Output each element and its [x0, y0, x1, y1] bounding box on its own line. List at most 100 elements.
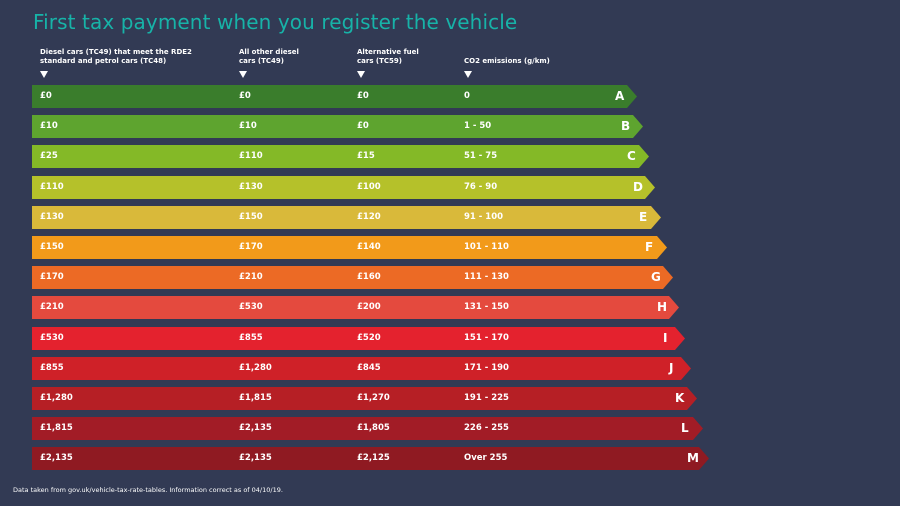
cell-other-diesel: £1,280 [239, 362, 272, 373]
tax-band-row: £110 £130 £100 76 - 90 D [32, 175, 655, 199]
cell-diesel-rde2-petrol: £130 [40, 211, 64, 222]
cell-diesel-rde2-petrol: £210 [40, 302, 64, 313]
band-arrow-shape [32, 236, 667, 259]
column-header-line [464, 48, 550, 57]
band-letter: G [651, 270, 661, 285]
band-arrow-shape [32, 296, 679, 320]
cell-alt-fuel: £200 [357, 302, 381, 313]
band-letter: E [639, 209, 648, 224]
tax-band-row: £1,280 £1,815 £1,270 191 - 225 K [32, 387, 697, 410]
tax-band-row: £150 £170 £140 101 - 110 F [32, 236, 667, 259]
column-header-line: Diesel cars (TC49) that meet the RDE2 [40, 48, 192, 56]
band-letter: C [627, 149, 636, 164]
cell-co2-range: 111 - 130 [464, 272, 509, 283]
band-arrow-shape [32, 417, 703, 441]
cell-other-diesel: £110 [239, 151, 263, 162]
tax-band-row: £25 £110 £15 51 - 75 C [32, 145, 649, 169]
column-header-other-diesel: All other diesel cars (TC49) [239, 48, 299, 66]
page-title: First tax payment when you register the … [33, 10, 518, 34]
band-letter: H [657, 300, 668, 315]
cell-alt-fuel: £1,805 [357, 423, 390, 434]
cell-co2-range: 191 - 225 [464, 393, 509, 403]
cell-diesel-rde2-petrol: £110 [40, 181, 64, 192]
cell-alt-fuel: £160 [357, 272, 381, 283]
band-arrow-shape [32, 447, 709, 471]
cell-other-diesel: £150 [239, 211, 263, 222]
cell-alt-fuel: £0 [357, 121, 369, 132]
cell-alt-fuel: £520 [357, 332, 381, 343]
cell-co2-range: 0 [464, 91, 470, 101]
cell-other-diesel: £530 [239, 302, 263, 313]
band-arrow-fill [32, 205, 661, 229]
cell-alt-fuel: £845 [357, 362, 381, 373]
cell-alt-fuel: £120 [357, 211, 381, 222]
cell-co2-range: 151 - 170 [464, 332, 509, 343]
cell-other-diesel: £130 [239, 181, 263, 192]
cell-alt-fuel: £140 [357, 242, 381, 252]
cell-diesel-rde2-petrol: £150 [40, 242, 64, 252]
band-arrow-fill [32, 296, 679, 320]
column-header-alt-fuel: Alternative fuel cars (TC59) [357, 48, 419, 66]
band-arrow-fill [32, 145, 649, 169]
footer-note: Data taken from gov.uk/vehicle-tax-rate-… [13, 486, 283, 494]
band-letter: A [615, 89, 625, 103]
cell-alt-fuel: £0 [357, 91, 369, 101]
tax-band-row: £130 £150 £120 91 - 100 E [32, 205, 661, 229]
cell-alt-fuel: £15 [357, 151, 375, 162]
cell-diesel-rde2-petrol: £25 [40, 151, 58, 162]
cell-diesel-rde2-petrol: £170 [40, 272, 64, 283]
band-arrow-fill [32, 115, 643, 139]
column-header-line: standard and petrol cars (TC48) [40, 57, 167, 65]
band-arrow-fill [32, 236, 667, 259]
cell-diesel-rde2-petrol: £1,280 [40, 393, 73, 403]
band-letter: L [681, 421, 689, 436]
band-letter: D [633, 179, 643, 194]
cell-diesel-rde2-petrol: £2,135 [40, 453, 73, 464]
cell-other-diesel: £0 [239, 91, 251, 101]
cell-co2-range: 51 - 75 [464, 151, 498, 162]
band-arrow-fill [32, 356, 691, 380]
tax-band-row: £170 £210 £160 111 - 130 G [32, 266, 673, 290]
cell-other-diesel: £855 [239, 332, 263, 343]
band-arrow-shape [32, 145, 649, 169]
band-arrow-shape [32, 205, 661, 229]
cell-co2-range: 1 - 50 [464, 121, 492, 132]
band-arrow-shape [32, 326, 685, 350]
band-arrow-shape [32, 85, 637, 108]
band-arrow-fill [32, 326, 685, 350]
cell-alt-fuel: £1,270 [357, 393, 390, 403]
arrow-down-icon [464, 71, 472, 78]
tax-band-row: £530 £855 £520 151 - 170 I [32, 326, 685, 350]
cell-co2-range: 76 - 90 [464, 181, 498, 192]
cell-diesel-rde2-petrol: £855 [40, 362, 64, 373]
cell-alt-fuel: £100 [357, 181, 381, 192]
band-letter: M [687, 451, 699, 466]
cell-co2-range: 226 - 255 [464, 423, 509, 434]
band-arrow-fill [32, 85, 637, 108]
cell-alt-fuel: £2,125 [357, 453, 390, 464]
band-arrow-fill [32, 387, 697, 410]
cell-co2-range: 91 - 100 [464, 211, 504, 222]
band-letter: K [675, 391, 685, 405]
cell-other-diesel: £170 [239, 242, 263, 252]
band-letter: B [621, 119, 631, 134]
column-header-line: CO2 emissions (g/km) [464, 57, 550, 65]
column-header-diesel-rde2-petrol: Diesel cars (TC49) that meet the RDE2 st… [40, 48, 192, 66]
band-letter: J [669, 360, 674, 375]
column-header-line: cars (TC49) [239, 57, 284, 65]
band-arrow-fill [32, 175, 655, 199]
tax-band-row: £0 £0 £0 0 A [32, 85, 637, 108]
band-arrow-shape [32, 356, 691, 380]
cell-diesel-rde2-petrol: £0 [40, 91, 52, 101]
tax-band-row: £2,135 £2,135 £2,125 Over 255 M [32, 447, 709, 471]
band-arrow-shape [32, 266, 673, 290]
tax-band-row: £855 £1,280 £845 171 - 190 J [32, 356, 691, 380]
tax-band-row: £10 £10 £0 1 - 50 B [32, 115, 643, 139]
cell-other-diesel: £210 [239, 272, 263, 283]
band-arrow-shape [32, 115, 643, 139]
cell-other-diesel: £10 [239, 121, 257, 132]
cell-co2-range: 131 - 150 [464, 302, 509, 313]
band-arrow-fill [32, 266, 673, 290]
cell-other-diesel: £2,135 [239, 453, 272, 464]
band-letter: F [645, 240, 654, 254]
